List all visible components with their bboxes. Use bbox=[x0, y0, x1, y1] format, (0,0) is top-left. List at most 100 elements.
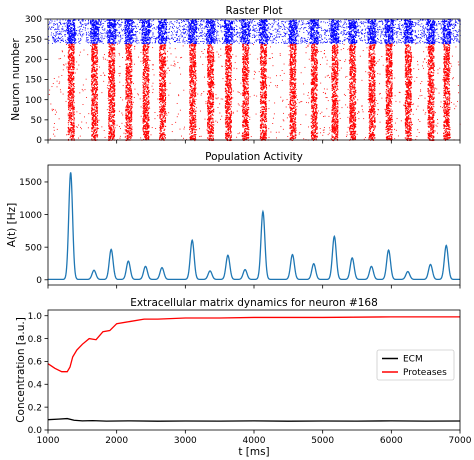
raster-spike bbox=[193, 84, 195, 86]
raster-spike bbox=[320, 64, 321, 65]
raster-spike bbox=[191, 120, 193, 122]
raster-spike bbox=[391, 98, 393, 99]
raster-spike bbox=[427, 108, 429, 110]
raster-spike bbox=[281, 79, 283, 81]
raster-spike bbox=[84, 89, 86, 91]
raster-spike bbox=[161, 61, 163, 63]
raster-spike bbox=[159, 95, 161, 97]
raster-spike bbox=[79, 135, 81, 137]
raster-spike bbox=[246, 101, 248, 103]
raster-spike bbox=[194, 111, 196, 113]
raster-spike bbox=[127, 82, 129, 84]
raster-spike bbox=[237, 91, 239, 93]
raster-spike bbox=[413, 68, 415, 70]
raster-spike bbox=[219, 103, 221, 105]
raster-spike bbox=[96, 98, 98, 100]
raster-spike bbox=[269, 77, 271, 79]
raster-spike bbox=[95, 103, 97, 106]
raster-spike bbox=[67, 113, 69, 115]
raster-spike bbox=[190, 86, 192, 88]
raster-spike bbox=[143, 104, 145, 106]
raster-spike bbox=[95, 128, 97, 130]
raster-spike bbox=[426, 55, 428, 57]
raster-spike bbox=[190, 131, 192, 133]
raster-spike bbox=[128, 44, 130, 46]
raster-spike bbox=[303, 138, 305, 140]
raster-spike bbox=[172, 65, 174, 67]
raster-spike bbox=[276, 137, 277, 139]
raster-spike bbox=[147, 133, 149, 135]
raster-spike bbox=[114, 103, 116, 105]
raster-spike bbox=[69, 116, 71, 118]
raster-spike bbox=[165, 96, 167, 98]
raster-spike bbox=[71, 114, 73, 116]
raster-spike bbox=[108, 67, 110, 69]
raster-spike bbox=[69, 106, 72, 108]
raster-spike bbox=[108, 69, 110, 71]
raster-spike bbox=[347, 116, 349, 118]
raster-spike bbox=[282, 128, 284, 130]
raster-spike bbox=[96, 89, 98, 91]
raster-spike bbox=[406, 58, 408, 60]
raster-spike bbox=[73, 118, 75, 120]
raster-spike bbox=[130, 78, 132, 80]
raster-spike bbox=[130, 66, 132, 68]
raster-spike bbox=[361, 109, 363, 111]
raster-spike bbox=[161, 45, 163, 47]
raster-spike bbox=[68, 65, 70, 67]
raster-spike bbox=[447, 72, 449, 74]
raster-spike bbox=[127, 93, 129, 95]
raster-spike bbox=[73, 83, 75, 85]
raster-spike bbox=[124, 125, 126, 127]
raster-spike bbox=[129, 127, 132, 129]
raster-spike bbox=[91, 45, 93, 48]
raster-spike bbox=[212, 121, 214, 123]
raster-spike bbox=[91, 117, 94, 119]
raster-spike bbox=[69, 133, 71, 135]
raster-spike bbox=[128, 106, 130, 108]
raster-spike bbox=[68, 62, 70, 64]
raster-spike bbox=[449, 136, 451, 138]
raster-spike bbox=[122, 114, 124, 116]
raster-spike bbox=[159, 123, 162, 125]
raster-spike bbox=[130, 62, 132, 64]
raster-spike bbox=[210, 107, 212, 109]
raster-spike bbox=[191, 69, 193, 71]
raster-spike bbox=[112, 77, 114, 79]
raster-spike bbox=[92, 112, 94, 114]
raster-spike bbox=[142, 76, 144, 79]
raster-spike bbox=[191, 114, 193, 116]
raster-spike bbox=[126, 84, 128, 86]
raster-spike bbox=[329, 77, 331, 79]
raster-spike bbox=[148, 82, 150, 84]
raster-spike bbox=[228, 70, 230, 72]
raster-spike bbox=[69, 55, 71, 58]
raster-spike bbox=[92, 74, 94, 76]
raster-spike bbox=[125, 44, 127, 46]
raster-spike bbox=[144, 117, 147, 119]
raster-spike bbox=[111, 98, 113, 100]
raster-spike bbox=[71, 48, 73, 50]
raster-spike bbox=[129, 88, 131, 90]
raster-spike bbox=[113, 110, 115, 112]
raster-spike bbox=[113, 110, 116, 112]
raster-spike bbox=[207, 137, 209, 139]
raster-spike bbox=[95, 134, 97, 136]
raster-spike bbox=[73, 119, 75, 121]
raster-spike bbox=[91, 127, 93, 129]
raster-spike bbox=[209, 85, 211, 87]
raster-spike bbox=[108, 53, 110, 55]
raster-spike bbox=[145, 134, 147, 136]
raster-spike bbox=[143, 70, 146, 72]
raster-spike bbox=[220, 98, 222, 100]
raster-spike bbox=[72, 88, 74, 90]
raster-spike bbox=[92, 90, 94, 92]
raster-spike bbox=[108, 93, 110, 95]
raster-spike bbox=[160, 61, 162, 63]
raster-spike bbox=[162, 97, 164, 99]
raster-spike bbox=[113, 122, 115, 124]
raster-spike bbox=[146, 64, 148, 67]
raster-spike bbox=[112, 91, 114, 93]
raster-spike bbox=[70, 75, 72, 77]
raster-spike bbox=[191, 138, 193, 140]
